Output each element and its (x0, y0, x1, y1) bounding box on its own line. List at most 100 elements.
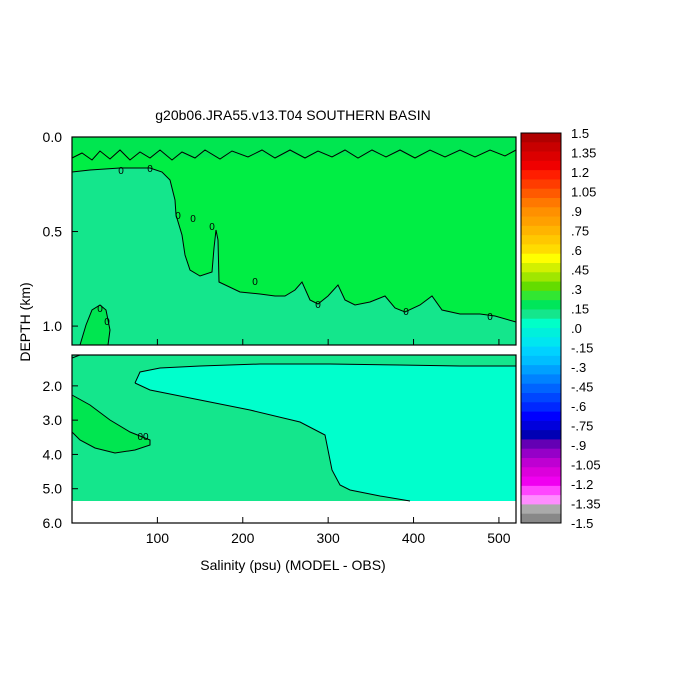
colorbar-swatch (521, 133, 561, 143)
lower-panel (71, 354, 517, 524)
x-tick-label: 500 (487, 530, 511, 546)
colorbar-label: 1.2 (571, 165, 589, 180)
colorbar-swatch (521, 430, 561, 440)
contour-labels: 0 0 0 0 0 0 0 0 0 0 00 0 (97, 164, 493, 443)
colorbar-swatch (521, 281, 561, 292)
y-tick-label: 0.0 (43, 129, 63, 145)
contour-label: 0 (175, 211, 181, 222)
colorbar-label: .3 (571, 282, 582, 297)
colorbar-swatch (521, 244, 561, 255)
colorbar-swatch (521, 383, 561, 394)
colorbar-swatch (521, 188, 561, 199)
colorbar-frame (520, 132, 562, 524)
y-tick-label: 4.0 (43, 446, 63, 462)
colorbar-swatch (521, 170, 561, 180)
y-tick-label: 3.0 (43, 412, 63, 428)
colorbar-label: -.15 (571, 341, 593, 356)
lower-contour-line (71, 394, 151, 454)
y-axis-label: DEPTH (km) (17, 282, 33, 361)
y-axis-lower: 2.0 3.0 4.0 5.0 6.0 (43, 378, 78, 531)
colorbar-swatch (521, 365, 561, 375)
x-axis: 100 200 300 400 500 (146, 339, 511, 546)
upper-contour-line (79, 304, 111, 346)
colorbar-swatch (521, 142, 561, 152)
colorbar-swatch (521, 235, 561, 245)
colorbar-label: 1.5 (571, 126, 589, 141)
colorbar-swatch (521, 300, 561, 310)
colorbar-swatch (521, 448, 561, 459)
colorbar-label: 1.35 (571, 146, 596, 161)
colorbar-label: 1.05 (571, 185, 596, 200)
contour-label: 00 (137, 432, 149, 443)
colorbar-swatch (521, 346, 561, 357)
colorbar-label: .75 (571, 224, 589, 239)
colorbar-label: .45 (571, 263, 589, 278)
upper-panel-frame (71, 136, 517, 346)
colorbar-swatch (521, 476, 561, 487)
colorbar: 1.5 1.35 1.2 1.05 .9 .75 .6 .45 .3 .15 .0 -.15 -.3 -.… (520, 126, 601, 531)
y-tick-label: 0.5 (43, 224, 63, 240)
colorbar-swatch (521, 374, 561, 385)
colorbar-swatch (521, 272, 561, 282)
colorbar-swatch (521, 355, 561, 366)
contour-label: 0 (104, 317, 110, 328)
colorbar-label: -1.2 (571, 477, 593, 492)
x-tick-label: 200 (231, 530, 255, 546)
chart-title: g20b06.JRA55.v13.T04 SOUTHERN BASIN (155, 107, 430, 123)
contour-label: 0 (190, 214, 196, 225)
y-tick-label: 5.0 (43, 481, 63, 497)
colorbar-swatch (521, 151, 561, 162)
lower-contour-line (134, 363, 516, 384)
contour-label: 0 (315, 300, 321, 311)
colorbar-label: -.6 (571, 399, 586, 414)
contour-label: 0 (487, 312, 493, 323)
colorbar-swatch (521, 337, 561, 347)
y-tick-label: 1.0 (43, 318, 63, 334)
colorbar-label: .0 (571, 321, 582, 336)
colorbar-swatch (521, 393, 561, 403)
colorbar-swatch (521, 309, 561, 320)
lower-panel-left-blob (72, 395, 150, 453)
x-tick-label: 300 (316, 530, 340, 546)
x-axis-label: Salinity (psu) (MODEL - OBS) (200, 557, 385, 573)
lower-panel-frame (71, 354, 517, 524)
colorbar-swatch (521, 290, 561, 301)
colorbar-swatch (521, 420, 561, 431)
contour-label: 0 (118, 166, 124, 177)
upper-panel-deep-region (72, 168, 516, 345)
colorbar-swatch (521, 179, 561, 190)
colorbar-swatch (521, 402, 561, 412)
colorbar-swatch (521, 467, 561, 477)
colorbar-label: -1.35 (571, 497, 601, 512)
x-tick-label: 400 (402, 530, 426, 546)
colorbar-swatch (521, 439, 561, 450)
colorbar-swatch (521, 225, 561, 236)
colorbar-swatch (521, 207, 561, 217)
colorbar-label: -.3 (571, 360, 586, 375)
colorbar-label: -1.05 (571, 458, 601, 473)
contour-label: 0 (147, 164, 153, 175)
colorbar-swatch (521, 198, 561, 208)
colorbar-label: .9 (571, 204, 582, 219)
y-axis-upper: 0.0 0.5 1.0 (43, 129, 78, 334)
contour-label: 0 (403, 307, 409, 318)
colorbar-swatch (521, 318, 561, 329)
colorbar-label: .6 (571, 243, 582, 258)
colorbar-swatch (521, 411, 561, 422)
colorbar-label: -.75 (571, 419, 593, 434)
contour-label: 0 (209, 222, 215, 233)
colorbar-label: -.9 (571, 438, 586, 453)
upper-contour-line (71, 149, 517, 161)
colorbar-swatch (521, 513, 561, 524)
contour-label: 0 (252, 277, 258, 288)
upper-contour-line (71, 167, 517, 323)
x-tick-label: 100 (146, 530, 170, 546)
colorbar-swatch (521, 216, 561, 227)
upper-panel (71, 136, 517, 346)
colorbar-label: .15 (571, 302, 589, 317)
colorbar-label: -.45 (571, 380, 593, 395)
lower-contour-line (134, 382, 411, 502)
missing-data-strip (72, 501, 516, 523)
upper-panel-left-blob (80, 305, 110, 345)
